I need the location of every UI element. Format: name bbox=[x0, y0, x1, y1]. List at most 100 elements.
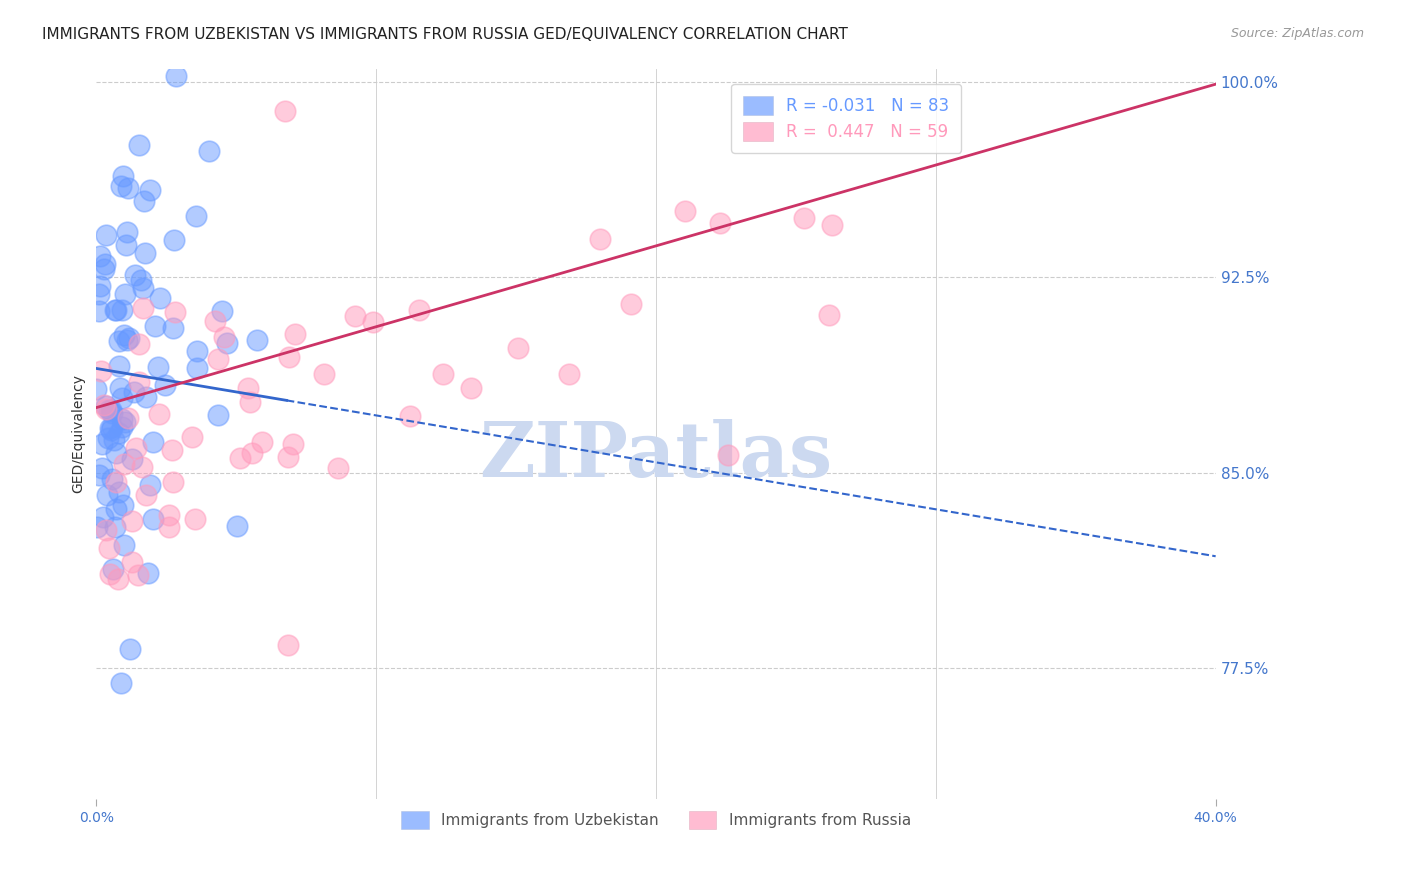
Point bbox=[281, 436, 304, 450]
Point bbox=[245, 333, 267, 347]
Point bbox=[460, 381, 482, 395]
Point bbox=[107, 334, 129, 348]
Point bbox=[226, 519, 249, 533]
Point bbox=[284, 326, 307, 341]
Point bbox=[93, 398, 115, 412]
Point bbox=[818, 308, 841, 322]
Point bbox=[132, 281, 155, 295]
Point bbox=[138, 478, 160, 492]
Point bbox=[89, 278, 111, 293]
Point bbox=[110, 676, 132, 690]
Point bbox=[89, 286, 111, 301]
Point bbox=[112, 169, 135, 183]
Point bbox=[163, 305, 186, 319]
Point bbox=[110, 178, 132, 193]
Point bbox=[98, 421, 121, 435]
Point bbox=[98, 402, 121, 417]
Point bbox=[558, 368, 581, 382]
Point bbox=[181, 430, 204, 444]
Point bbox=[101, 562, 124, 576]
Point bbox=[197, 145, 219, 159]
Point bbox=[186, 344, 208, 359]
Point bbox=[121, 452, 143, 467]
Point bbox=[112, 457, 135, 471]
Point bbox=[89, 304, 111, 318]
Point bbox=[100, 403, 122, 417]
Point bbox=[142, 435, 165, 450]
Point bbox=[110, 419, 132, 434]
Point bbox=[148, 408, 170, 422]
Point bbox=[121, 556, 143, 570]
Point bbox=[114, 415, 136, 429]
Point bbox=[117, 333, 139, 347]
Point bbox=[91, 510, 114, 524]
Point bbox=[620, 297, 643, 311]
Point bbox=[86, 383, 108, 397]
Point bbox=[273, 104, 295, 119]
Point bbox=[93, 257, 115, 271]
Text: Source: ZipAtlas.com: Source: ZipAtlas.com bbox=[1230, 27, 1364, 40]
Point bbox=[215, 336, 238, 351]
Point bbox=[211, 304, 233, 318]
Legend: Immigrants from Uzbekistan, Immigrants from Russia: Immigrants from Uzbekistan, Immigrants f… bbox=[395, 805, 917, 835]
Point bbox=[131, 459, 153, 474]
Point bbox=[717, 448, 740, 462]
Point bbox=[121, 514, 143, 528]
Point bbox=[111, 391, 134, 405]
Point bbox=[157, 520, 180, 534]
Point bbox=[118, 641, 141, 656]
Point bbox=[91, 436, 114, 450]
Point bbox=[239, 395, 262, 409]
Point bbox=[135, 390, 157, 404]
Point bbox=[673, 203, 696, 218]
Point bbox=[184, 209, 207, 223]
Point bbox=[117, 225, 139, 239]
Point bbox=[96, 227, 118, 242]
Point bbox=[128, 375, 150, 389]
Point bbox=[96, 488, 118, 502]
Point bbox=[157, 508, 180, 522]
Point bbox=[162, 320, 184, 334]
Point bbox=[87, 467, 110, 482]
Point bbox=[242, 446, 264, 460]
Point bbox=[146, 359, 169, 374]
Point bbox=[149, 291, 172, 305]
Point bbox=[131, 273, 153, 287]
Point bbox=[162, 475, 184, 489]
Point bbox=[361, 315, 384, 329]
Point bbox=[108, 426, 131, 441]
Point bbox=[139, 183, 162, 197]
Point bbox=[114, 286, 136, 301]
Point bbox=[127, 568, 149, 582]
Point bbox=[104, 519, 127, 533]
Point bbox=[112, 328, 135, 343]
Point bbox=[508, 341, 530, 355]
Point bbox=[101, 420, 124, 434]
Point bbox=[128, 337, 150, 351]
Point bbox=[114, 238, 136, 252]
Point bbox=[398, 409, 420, 423]
Point bbox=[104, 475, 127, 489]
Point bbox=[111, 302, 134, 317]
Point bbox=[186, 360, 208, 375]
Point bbox=[132, 194, 155, 208]
Point bbox=[105, 446, 128, 460]
Point bbox=[432, 367, 454, 381]
Point bbox=[104, 502, 127, 516]
Point bbox=[108, 381, 131, 395]
Point bbox=[236, 381, 259, 395]
Point bbox=[184, 512, 207, 526]
Point bbox=[97, 541, 120, 556]
Point bbox=[143, 319, 166, 334]
Point bbox=[328, 461, 350, 475]
Point bbox=[408, 303, 430, 318]
Point bbox=[100, 566, 122, 581]
Point bbox=[107, 572, 129, 586]
Y-axis label: GED/Equivalency: GED/Equivalency bbox=[72, 374, 86, 493]
Point bbox=[101, 406, 124, 420]
Point bbox=[132, 301, 155, 315]
Point bbox=[94, 401, 117, 416]
Point bbox=[91, 460, 114, 475]
Point bbox=[314, 367, 336, 381]
Point bbox=[94, 400, 117, 414]
